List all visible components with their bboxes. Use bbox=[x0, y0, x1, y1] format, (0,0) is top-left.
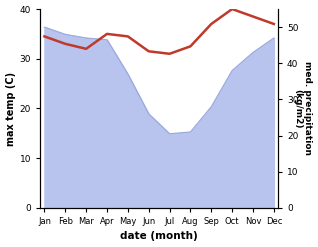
X-axis label: date (month): date (month) bbox=[120, 231, 198, 242]
Y-axis label: max temp (C): max temp (C) bbox=[5, 71, 16, 145]
Y-axis label: med. precipitation
(kg/m2): med. precipitation (kg/m2) bbox=[293, 62, 313, 155]
